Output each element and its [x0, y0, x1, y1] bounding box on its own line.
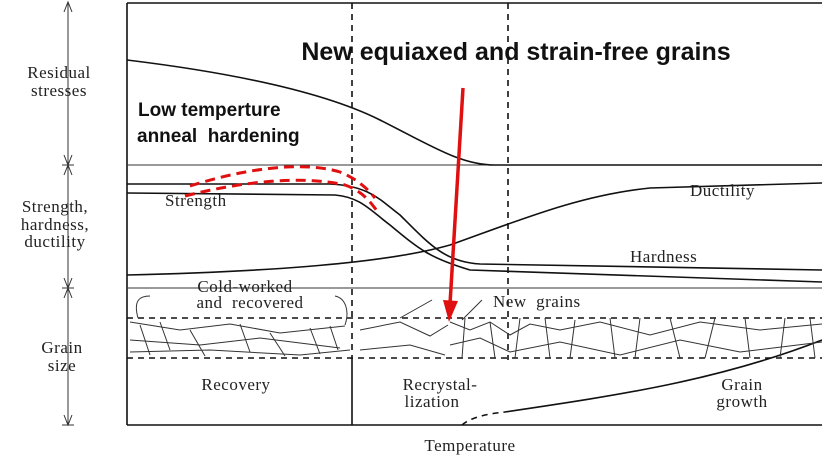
grain-growth-start [461, 411, 506, 426]
annotation: anneal hardening [137, 126, 300, 147]
frame [126, 2, 822, 426]
x-label: Temperature [424, 436, 515, 455]
grain-label: Cold-worked [197, 277, 292, 296]
stage-label: Recrystal- [403, 375, 478, 394]
curves [126, 59, 822, 413]
grain-label: New grains [493, 292, 581, 311]
title: New equiaxed and strain-free grains [301, 38, 730, 66]
curve-label: Hardness [630, 247, 697, 266]
stage-label: lization [405, 392, 460, 411]
left-label: hardness, [21, 215, 89, 234]
annotation: Low temperture [138, 100, 281, 121]
left-label: ductility [24, 232, 85, 251]
left-axis [62, 0, 74, 427]
red-annotation [184, 87, 465, 322]
stage-label: growth [716, 392, 767, 411]
left-label: size [48, 356, 76, 375]
left-label: Grain [41, 338, 82, 357]
curve-label: Strength [165, 191, 227, 210]
curve-label: Ductility [690, 181, 755, 200]
left-label: Residual [27, 63, 91, 82]
stage-label: Grain [721, 375, 762, 394]
grain-label: and recovered [196, 293, 303, 312]
grain-texture [129, 295, 822, 359]
stage-label: Recovery [201, 375, 270, 394]
left-label: Strength, [22, 197, 88, 216]
left-label: stresses [31, 81, 87, 100]
